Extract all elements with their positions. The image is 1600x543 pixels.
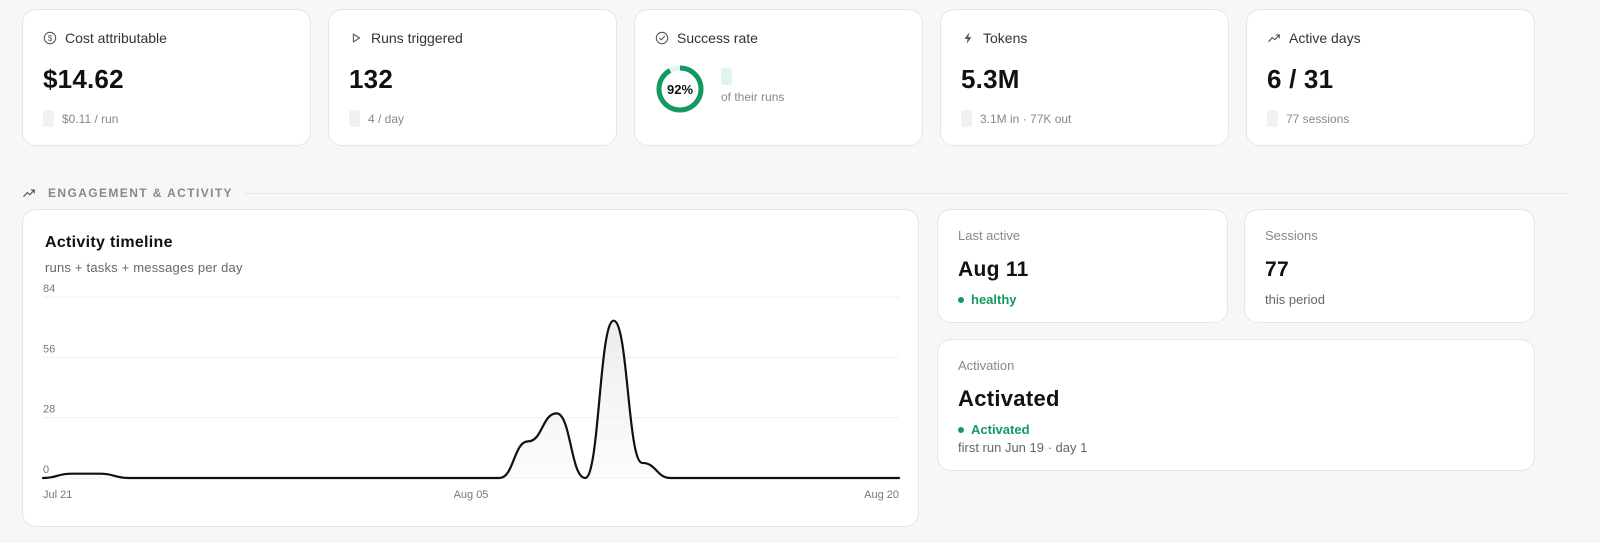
success-donut-arc	[656, 65, 704, 113]
stat-label: Active days	[1289, 30, 1361, 46]
activity-area	[43, 320, 899, 478]
stat-card-success: Success rate 92% of their runs	[634, 9, 923, 146]
last-active-label: Last active	[958, 228, 1021, 243]
stat-sub: 4 / day	[368, 111, 405, 126]
stat-label-row: $ Cost attributable	[43, 30, 167, 46]
y-tick-label: 56	[43, 343, 55, 355]
stat-label-row: Success rate	[655, 30, 758, 46]
stat-sub-row: 4 / day	[349, 110, 404, 127]
play-icon	[352, 33, 361, 43]
placeholder-pill	[961, 110, 972, 127]
sessions-sub: this period	[1265, 292, 1325, 307]
stat-card-runs: Runs triggered 132 4 / day	[328, 9, 617, 146]
status-text: Activated	[971, 422, 1030, 437]
stat-sub-row: 3.1M in · 77K out	[961, 110, 1071, 127]
stat-sub: 3.1M in · 77K out	[980, 111, 1072, 126]
y-tick-label: 0	[43, 464, 49, 476]
x-tick-label: Aug 20	[864, 489, 899, 501]
dollar-circle-icon: $	[43, 31, 57, 45]
stat-label-row: Runs triggered	[349, 30, 463, 46]
placeholder-pill	[349, 110, 360, 127]
stat-label-row: Tokens	[961, 30, 1027, 46]
activation-sub: first run Jun 19 · day 1	[958, 440, 1088, 455]
y-tick-label: 28	[43, 404, 55, 416]
stat-sub-row: 77 sessions	[1267, 110, 1349, 127]
activation-label: Activation	[958, 358, 1015, 373]
stat-value: 6 / 31	[1267, 64, 1334, 94]
check-circle-icon	[655, 31, 669, 45]
activity-timeline-card: 0 28 56 84 Jul 21 Aug 05 Aug 20 Activity timel…	[22, 209, 919, 527]
stat-label: Success rate	[677, 30, 758, 46]
status-badge: Activated	[958, 422, 1030, 437]
stat-label: Runs triggered	[371, 30, 463, 46]
activity-line	[41, 319, 901, 480]
status-text: healthy	[971, 292, 1017, 307]
status-dot	[958, 426, 964, 433]
section-divider	[244, 192, 1568, 194]
activity-timeline-chart: 0 28 56 84 Jul 21 Aug 05 Aug 20	[41, 283, 901, 501]
lightning-icon	[964, 32, 972, 44]
section-title: ENGAGEMENT & ACTIVITY	[48, 186, 233, 200]
sessions-label: Sessions	[1265, 228, 1318, 243]
stat-sub: of their runs	[721, 90, 785, 104]
trend-icon	[1268, 34, 1280, 43]
sessions-value: 77	[1265, 258, 1289, 281]
x-tick-label: Aug 05	[454, 489, 489, 501]
stat-card-cost: $ Cost attributable $14.62 $0.11 / run	[22, 9, 311, 146]
section-header: ENGAGEMENT & ACTIVITY	[22, 186, 1568, 200]
chart-subtitle: runs + tasks + messages per day	[45, 260, 243, 275]
placeholder-pill	[43, 110, 54, 127]
stat-sub: $0.11 / run	[62, 111, 119, 126]
status-badge: healthy	[958, 292, 1017, 307]
status-dot	[958, 296, 964, 303]
stat-sub: 77 sessions	[1286, 111, 1350, 126]
last-active-value: Aug 11	[958, 258, 1029, 281]
placeholder-pill	[1267, 110, 1278, 127]
stat-value: $14.62	[43, 64, 124, 94]
y-tick-label: 84	[43, 283, 55, 295]
stat-value: 132	[349, 64, 393, 94]
sessions-card: Sessions 77 this period	[1244, 209, 1535, 323]
success-donut	[656, 65, 704, 113]
last-active-card: Last active Aug 11 healthy	[937, 209, 1228, 323]
trend-icon	[23, 189, 35, 198]
stat-label-row: Active days	[1267, 30, 1361, 46]
stat-card-tokens: Tokens 5.3M 3.1M in · 77K out	[940, 9, 1229, 146]
placeholder-pill	[721, 68, 732, 85]
svg-text:$: $	[48, 34, 53, 43]
stat-value: 5.3M	[961, 64, 1020, 94]
x-tick-label: Jul 21	[43, 489, 72, 501]
stat-label: Tokens	[983, 30, 1028, 46]
chart-title: Activity timeline	[45, 234, 173, 251]
success-rate-value: 92%	[666, 81, 694, 97]
activation-value: Activated	[958, 386, 1060, 411]
stat-card-active-days: Active days 6 / 31 77 sessions	[1246, 9, 1535, 146]
stat-sub-row: $0.11 / run	[43, 110, 118, 127]
activation-card: Activation Activated Activated first run…	[937, 339, 1535, 471]
stat-label: Cost attributable	[65, 30, 167, 46]
